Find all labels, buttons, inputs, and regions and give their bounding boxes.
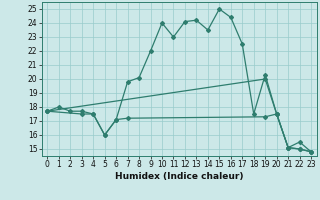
X-axis label: Humidex (Indice chaleur): Humidex (Indice chaleur) (115, 172, 244, 181)
